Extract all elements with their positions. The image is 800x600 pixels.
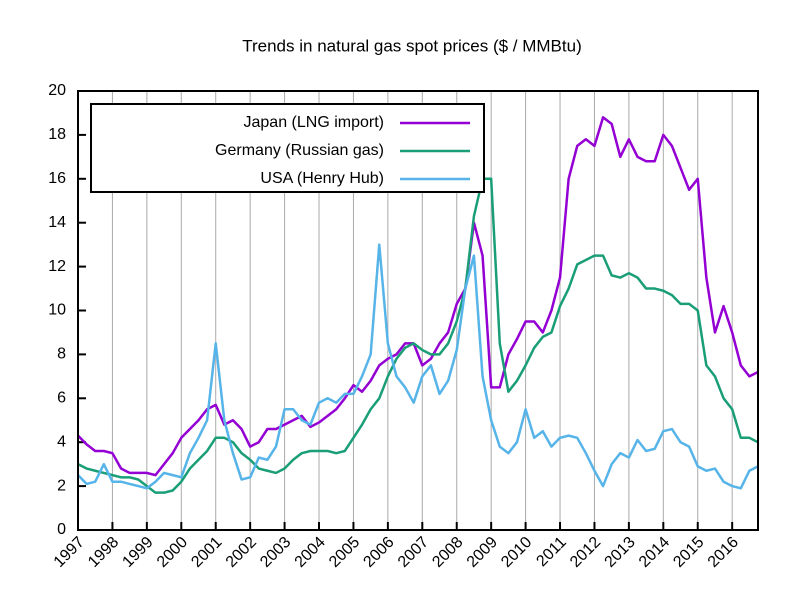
y-tick-label: 16 xyxy=(48,170,66,187)
chart-title: Trends in natural gas spot prices ($ / M… xyxy=(242,36,582,55)
x-tick-label: 2006 xyxy=(360,534,397,571)
legend-label: Germany (Russian gas) xyxy=(215,142,384,159)
x-tick-label: 2004 xyxy=(292,534,329,571)
y-tick-label: 10 xyxy=(48,302,66,319)
y-tick-label: 20 xyxy=(48,82,66,99)
plot-frame xyxy=(77,90,759,531)
x-tick-label: 2003 xyxy=(257,534,294,571)
x-tick-label: 2002 xyxy=(223,534,260,571)
y-tick-label: 12 xyxy=(48,258,66,275)
legend-label: Japan (LNG import) xyxy=(244,114,385,131)
y-tick-label: 8 xyxy=(57,346,66,363)
x-tick-label: 2005 xyxy=(326,534,363,571)
x-tick-label: 2009 xyxy=(464,534,501,571)
legend-label: USA (Henry Hub) xyxy=(260,170,384,187)
x-tick-label: 2014 xyxy=(636,534,673,571)
y-tick-label: 18 xyxy=(48,126,66,143)
legend-box xyxy=(90,103,485,193)
x-tick-label: 2001 xyxy=(188,534,225,571)
x-tick-label: 2000 xyxy=(154,534,191,571)
x-tick-label: 2015 xyxy=(670,534,707,571)
x-tick-label: 2010 xyxy=(498,534,535,571)
y-tick-label: 0 xyxy=(57,521,66,538)
x-tick-label: 1997 xyxy=(51,534,88,571)
x-tick-label: 1999 xyxy=(119,534,156,571)
y-tick-label: 6 xyxy=(57,390,66,407)
y-tick-label: 2 xyxy=(57,477,66,494)
x-tick-label: 2007 xyxy=(395,534,432,571)
series-line xyxy=(77,177,759,494)
x-tick-label: 1998 xyxy=(85,534,122,571)
series-line xyxy=(77,116,759,477)
x-tick-label: 2011 xyxy=(533,534,569,570)
x-tick-label: 2008 xyxy=(429,534,466,571)
y-tick-label: 4 xyxy=(57,433,66,450)
x-tick-label: 2013 xyxy=(602,534,639,571)
y-tick-label: 14 xyxy=(48,214,66,231)
x-tick-label: 2012 xyxy=(567,534,604,571)
series-line xyxy=(77,243,759,490)
x-tick-label: 2016 xyxy=(705,534,742,571)
